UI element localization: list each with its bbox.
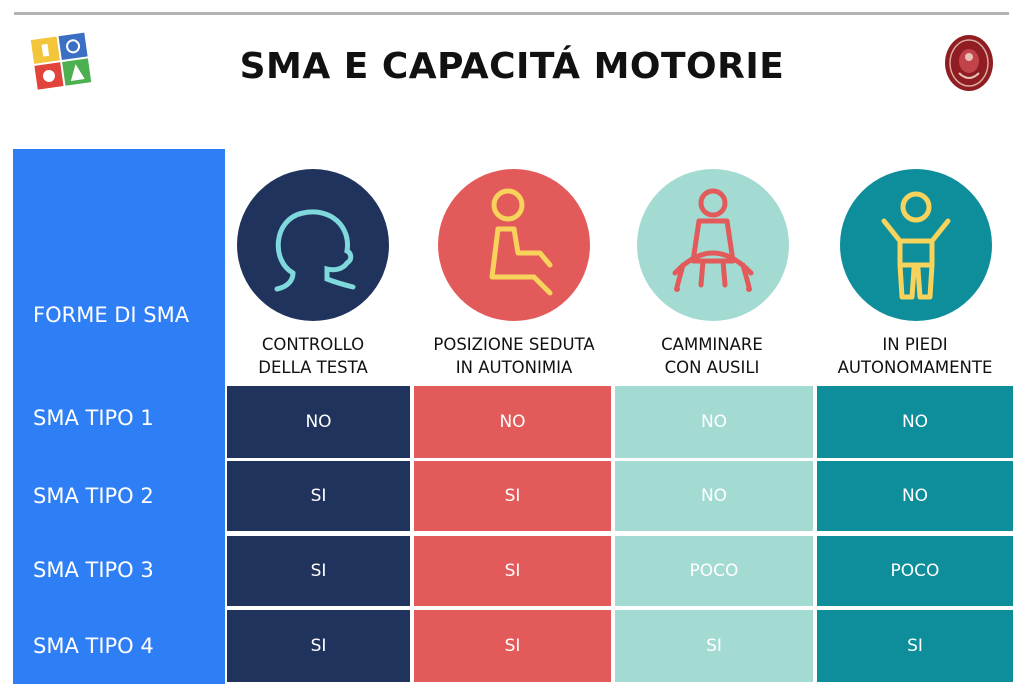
table-cell: SI	[414, 610, 611, 682]
column-header-line2: AUTONOMAMENTE	[837, 358, 993, 377]
table-cell: SI	[414, 461, 611, 531]
table-cell: SI	[615, 610, 813, 682]
walker-child-icon	[637, 169, 789, 321]
table-cell: POCO	[817, 536, 1013, 606]
column-header-line2: DELLA TESTA	[258, 358, 368, 377]
table-cell: SI	[227, 536, 410, 606]
row-header-title: FORME DI SMA	[33, 303, 190, 327]
table-cell: POCO	[615, 536, 813, 606]
head-icon	[237, 169, 389, 321]
right-seal-logo	[943, 33, 995, 93]
row-label-tipo-3: SMA TIPO 3	[33, 558, 154, 582]
column-header-standing: IN PIEDI AUTONOMAMENTE	[817, 333, 1013, 379]
column-header-line2: IN AUTONIMIA	[455, 358, 573, 377]
standing-child-icon	[840, 169, 992, 321]
table-cell: NO	[817, 386, 1013, 458]
column-header-line2: CON AUSILI	[664, 358, 760, 377]
column-header-walking-aids: CAMMINARE CON AUSILI	[614, 333, 810, 379]
column-header-line1: CONTROLLO	[261, 335, 365, 354]
row-label-tipo-4: SMA TIPO 4	[33, 634, 154, 658]
top-divider	[14, 12, 1009, 15]
sitting-child-icon	[438, 169, 590, 321]
column-header-sitting: POSIZIONE SEDUTA IN AUTONIMIA	[416, 333, 612, 379]
table-cell: SI	[414, 536, 611, 606]
table-cell: NO	[414, 386, 611, 458]
column-header-head-control: CONTROLLO DELLA TESTA	[215, 333, 411, 379]
column-header-line1: POSIZIONE SEDUTA	[433, 335, 595, 354]
table-cell: NO	[227, 386, 410, 458]
table-cell: NO	[817, 461, 1013, 531]
table-cell: SI	[817, 610, 1013, 682]
table-cell: NO	[615, 461, 813, 531]
column-header-line1: IN PIEDI	[882, 335, 948, 354]
row-label-tipo-2: SMA TIPO 2	[33, 484, 154, 508]
table-cell: SI	[227, 461, 410, 531]
row-header-column	[13, 149, 225, 684]
column-header-line1: CAMMINARE	[661, 335, 763, 354]
page-title: SMA E CAPACITÁ MOTORIE	[239, 46, 785, 87]
row-label-tipo-1: SMA TIPO 1	[33, 406, 154, 430]
left-logo	[30, 30, 94, 92]
table-cell: NO	[615, 386, 813, 458]
table-cell: SI	[227, 610, 410, 682]
